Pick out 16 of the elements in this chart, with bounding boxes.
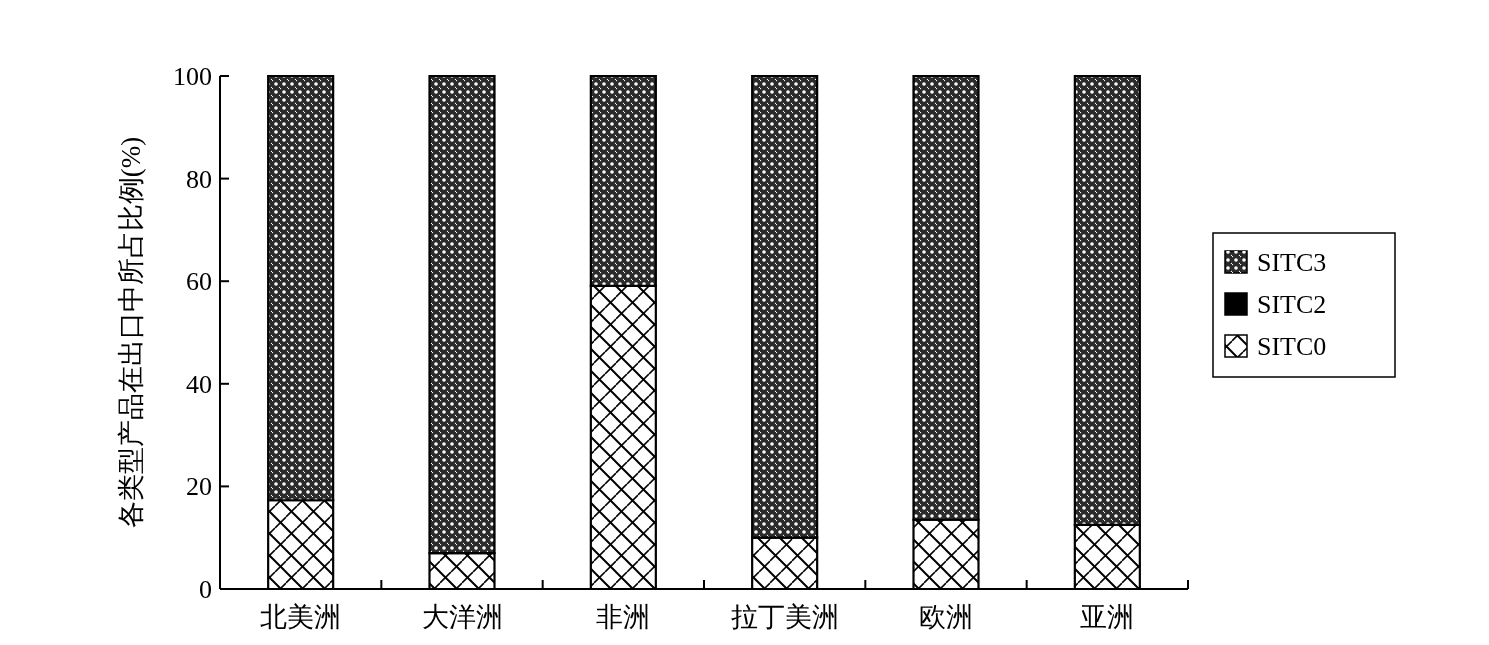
x-tick-label: 欧洲 (919, 602, 973, 632)
legend-label: SITC3 (1257, 248, 1327, 277)
x-tick-label: 亚洲 (1080, 602, 1135, 632)
legend-label: SITC2 (1257, 290, 1327, 319)
y-tick-label: 0 (199, 575, 212, 604)
legend-label: SITC0 (1257, 332, 1327, 361)
x-tick-label: 非洲 (596, 602, 651, 632)
y-tick-label: 80 (186, 164, 212, 194)
y-tick-label: 20 (186, 472, 212, 502)
x-tick-label: 拉丁美洲 (730, 602, 839, 632)
y-axis-title: 各类型产品在出口中所占比例(%) (116, 136, 146, 529)
y-tick-label: 60 (186, 267, 212, 297)
y-tick-label: 100 (173, 62, 212, 91)
y-tick-label: 40 (186, 369, 212, 399)
x-tick-label: 北美洲 (260, 602, 342, 632)
x-tick-label: 大洋洲 (421, 602, 503, 632)
